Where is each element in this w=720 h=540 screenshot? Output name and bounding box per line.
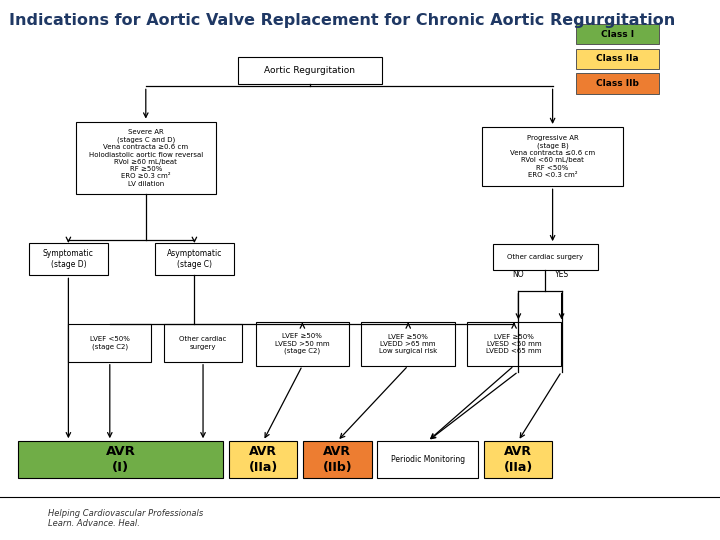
Text: Symptomatic
(stage D): Symptomatic (stage D) (43, 249, 94, 269)
Text: Asymptomatic
(stage C): Asymptomatic (stage C) (167, 249, 222, 269)
FancyBboxPatch shape (482, 127, 623, 186)
FancyBboxPatch shape (493, 244, 598, 270)
FancyBboxPatch shape (18, 441, 223, 478)
Text: LVEF ≥50%
LVESD <50 mm
LVEDD <65 mm: LVEF ≥50% LVESD <50 mm LVEDD <65 mm (486, 334, 542, 354)
Text: Class I: Class I (600, 30, 634, 38)
FancyBboxPatch shape (303, 441, 372, 478)
Text: AVR
(IIa): AVR (IIa) (503, 446, 533, 474)
Text: AVR
(I): AVR (I) (106, 446, 135, 474)
FancyBboxPatch shape (576, 73, 659, 94)
FancyBboxPatch shape (164, 324, 242, 362)
Text: Other cardiac surgery: Other cardiac surgery (508, 254, 583, 260)
Text: Aortic Regurgitation: Aortic Regurgitation (264, 66, 355, 75)
Text: Other cardiac
surgery: Other cardiac surgery (179, 336, 227, 349)
FancyBboxPatch shape (576, 49, 659, 69)
Text: AVR
(IIa): AVR (IIa) (248, 446, 278, 474)
FancyBboxPatch shape (155, 243, 234, 275)
FancyBboxPatch shape (238, 57, 382, 84)
Text: Class IIb: Class IIb (596, 79, 639, 88)
FancyBboxPatch shape (68, 324, 151, 362)
Text: LVEF <50%
(stage C2): LVEF <50% (stage C2) (90, 336, 130, 350)
FancyBboxPatch shape (467, 322, 561, 366)
FancyBboxPatch shape (229, 441, 297, 478)
FancyBboxPatch shape (576, 24, 659, 44)
Text: AVR
(IIb): AVR (IIb) (323, 446, 352, 474)
Text: Severe AR
(stages C and D)
Vena contracta ≥0.6 cm
Holodiastolic aortic flow reve: Severe AR (stages C and D) Vena contract… (89, 129, 203, 187)
Text: Periodic Monitoring: Periodic Monitoring (391, 455, 464, 464)
Text: Helping Cardiovascular Professionals
Learn. Advance. Heal.: Helping Cardiovascular Professionals Lea… (48, 509, 204, 528)
Text: YES: YES (554, 269, 569, 279)
FancyBboxPatch shape (377, 441, 478, 478)
FancyBboxPatch shape (29, 243, 108, 275)
Text: Class IIa: Class IIa (596, 55, 639, 63)
Text: NO: NO (513, 269, 524, 279)
FancyBboxPatch shape (361, 322, 455, 366)
Text: Indications for Aortic Valve Replacement for Chronic Aortic Regurgitation: Indications for Aortic Valve Replacement… (9, 14, 675, 29)
Text: Progressive AR
(stage B)
Vena contracta ≤0.6 cm
RVol <60 mL/beat
RF <50%
ERO <0.: Progressive AR (stage B) Vena contracta … (510, 135, 595, 178)
Text: LVEF ≥50%
LVESD >50 mm
(stage C2): LVEF ≥50% LVESD >50 mm (stage C2) (275, 334, 330, 354)
FancyBboxPatch shape (256, 322, 349, 366)
FancyBboxPatch shape (76, 122, 216, 194)
Text: LVEF ≥50%
LVEDD >65 mm
Low surgical risk: LVEF ≥50% LVEDD >65 mm Low surgical risk (379, 334, 437, 354)
FancyBboxPatch shape (484, 441, 552, 478)
